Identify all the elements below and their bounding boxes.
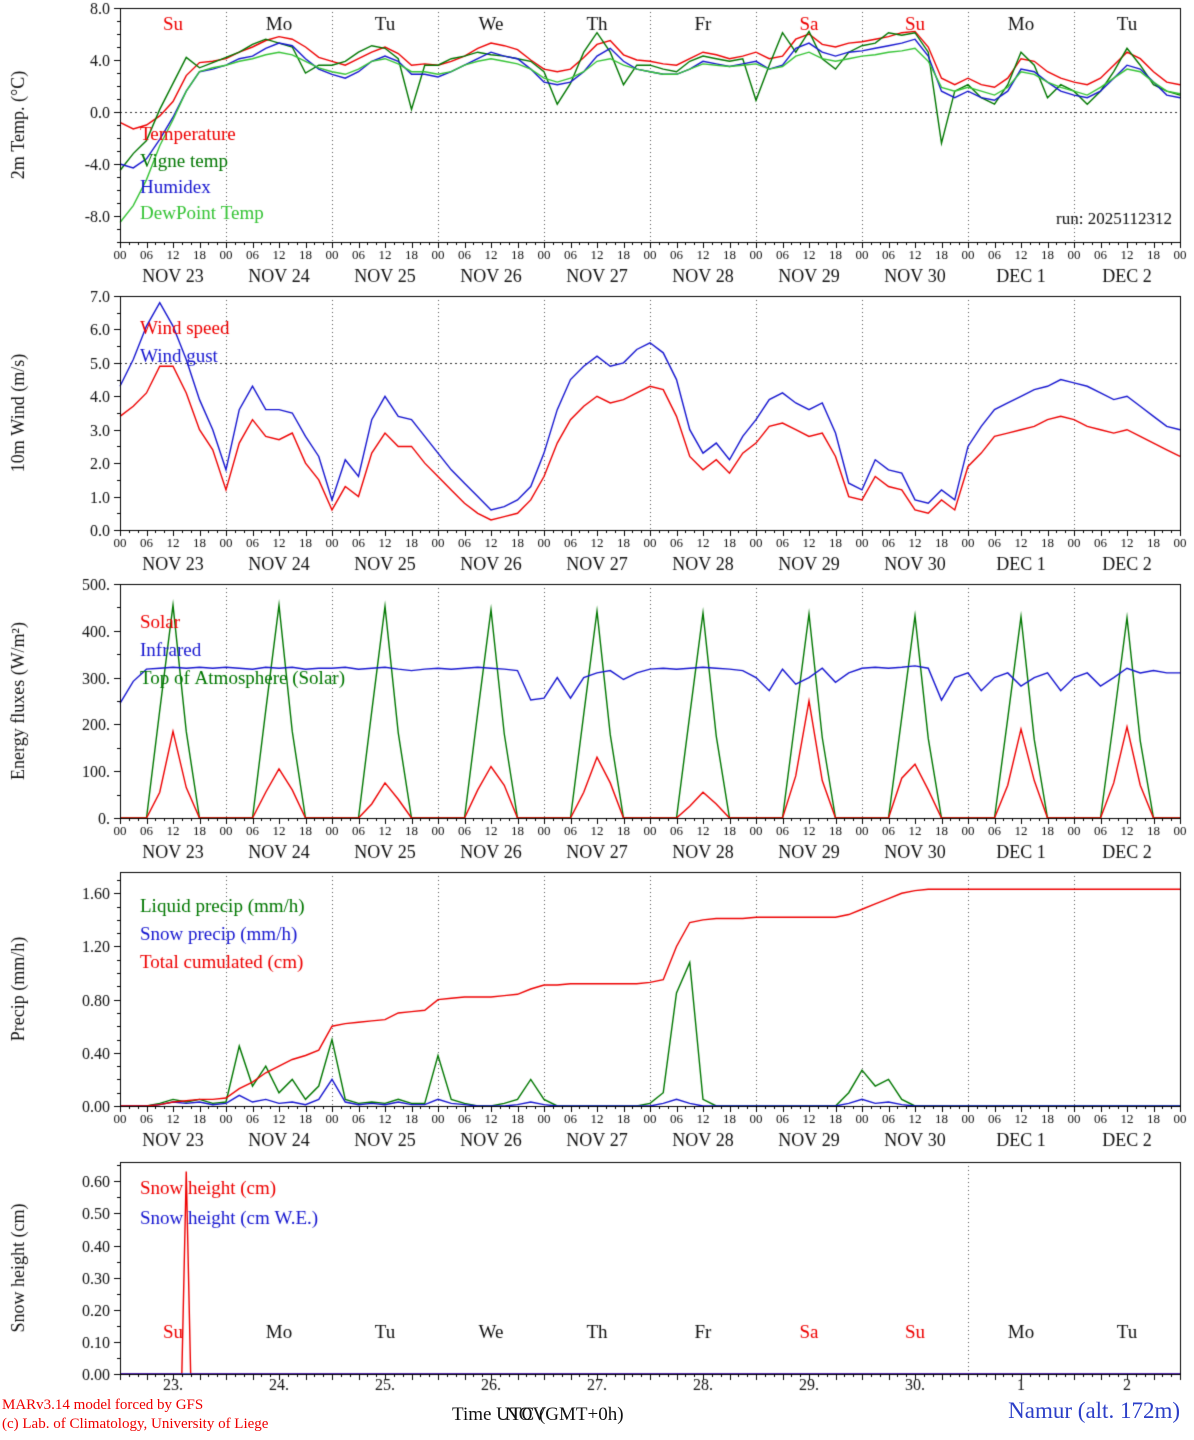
time-axis-title: Time UTC (GMT+0h)	[452, 1404, 624, 1425]
precip-chart-canvas	[0, 864, 1194, 1152]
month-axis-label: NOV	[505, 1404, 547, 1425]
snow-height-chart-canvas	[0, 1152, 1194, 1396]
wind-chart-canvas	[0, 288, 1194, 576]
station-label: Namur (alt. 172m)	[1008, 1398, 1180, 1423]
credit-line-1: MARv3.14 model forced by GFS	[2, 1397, 204, 1413]
footer: MARv3.14 model forced by GFS (c) Lab. of…	[0, 1396, 1194, 1440]
credit-line-2: (c) Lab. of Climatology, University of L…	[2, 1416, 269, 1432]
energy-flux-chart-canvas	[0, 576, 1194, 864]
model-credit: MARv3.14 model forced by GFS (c) Lab. of…	[2, 1396, 268, 1434]
temperature-chart-canvas	[0, 0, 1194, 288]
